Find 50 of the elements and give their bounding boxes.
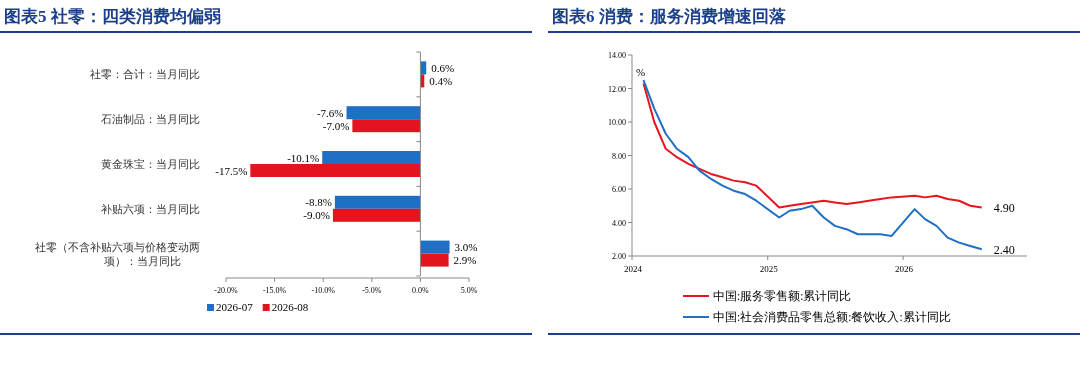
y-tick-label: 石油制品：当月同比 (101, 113, 200, 126)
chart-title: 图表6 消费：服务消费增速回落 (552, 7, 786, 26)
bar (420, 253, 449, 267)
x-tick-label: 2025 (759, 264, 779, 274)
y-tick-label: 4.00 (612, 218, 626, 228)
y-tick-label: 10.00 (608, 118, 626, 127)
legend-label: 中国:社会消费品零售总额:餐饮收入:累计同比 (713, 310, 951, 323)
y-tick-label: 8.00 (612, 151, 626, 161)
bar (250, 164, 421, 177)
data-label: 2.9% (453, 254, 477, 267)
y-tick-label: 黄金珠宝：当月同比 (101, 158, 200, 170)
chart-title: 图表5 社零：四类消费均偏弱 (4, 7, 221, 26)
x-tick-label: -5.0% (362, 286, 382, 295)
y-axis-title: % (636, 66, 646, 78)
y-tick-label: 14.00 (608, 51, 626, 60)
line-series (642, 82, 983, 209)
bar (346, 106, 421, 120)
data-label: 0.4% (429, 74, 453, 87)
bar (420, 240, 450, 254)
data-label: -7.6% (316, 106, 344, 119)
data-label: -8.8% (305, 196, 332, 209)
bar (334, 195, 421, 209)
data-label: -17.5% (215, 164, 248, 177)
legend-label: 2026-07 (216, 301, 254, 313)
legend-label: 2026-08 (271, 301, 309, 313)
x-tick-label: -15.0% (262, 286, 287, 295)
data-label: -9.0% (303, 209, 330, 222)
bar (332, 208, 421, 222)
y-tick-label: 12.00 (608, 84, 626, 94)
y-tick-label: 2.00 (612, 252, 626, 261)
data-label: -10.1% (287, 151, 320, 164)
annotation: 4.90 (993, 201, 1015, 216)
x-tick-label: 0.0% (412, 286, 430, 295)
legend-label: 中国:服务零售额:累计同比 (713, 289, 852, 302)
x-tick-label: -20.0% (214, 286, 238, 295)
bar (322, 151, 421, 164)
y-tick-label: 6.00 (612, 185, 626, 194)
data-label: 3.0% (454, 241, 478, 254)
x-tick-label: 5.0% (460, 286, 478, 295)
y-tick-label: 社零：合计：当月同比 (90, 68, 200, 81)
x-tick-label: 2024 (624, 264, 643, 274)
data-label: -7.0% (322, 119, 350, 132)
y-tick-label: 社零（不含补贴六项与价格变动两项）：当月同比 (35, 240, 200, 267)
line-series (642, 79, 983, 251)
y-tick-label: 补贴六项：当月同比 (101, 202, 200, 215)
annotation: 2.40 (993, 243, 1015, 258)
x-tick-label: 2026 (895, 264, 914, 274)
bar (352, 119, 421, 133)
data-label: 0.6% (431, 61, 455, 74)
x-tick-label: -10.0% (311, 286, 336, 295)
